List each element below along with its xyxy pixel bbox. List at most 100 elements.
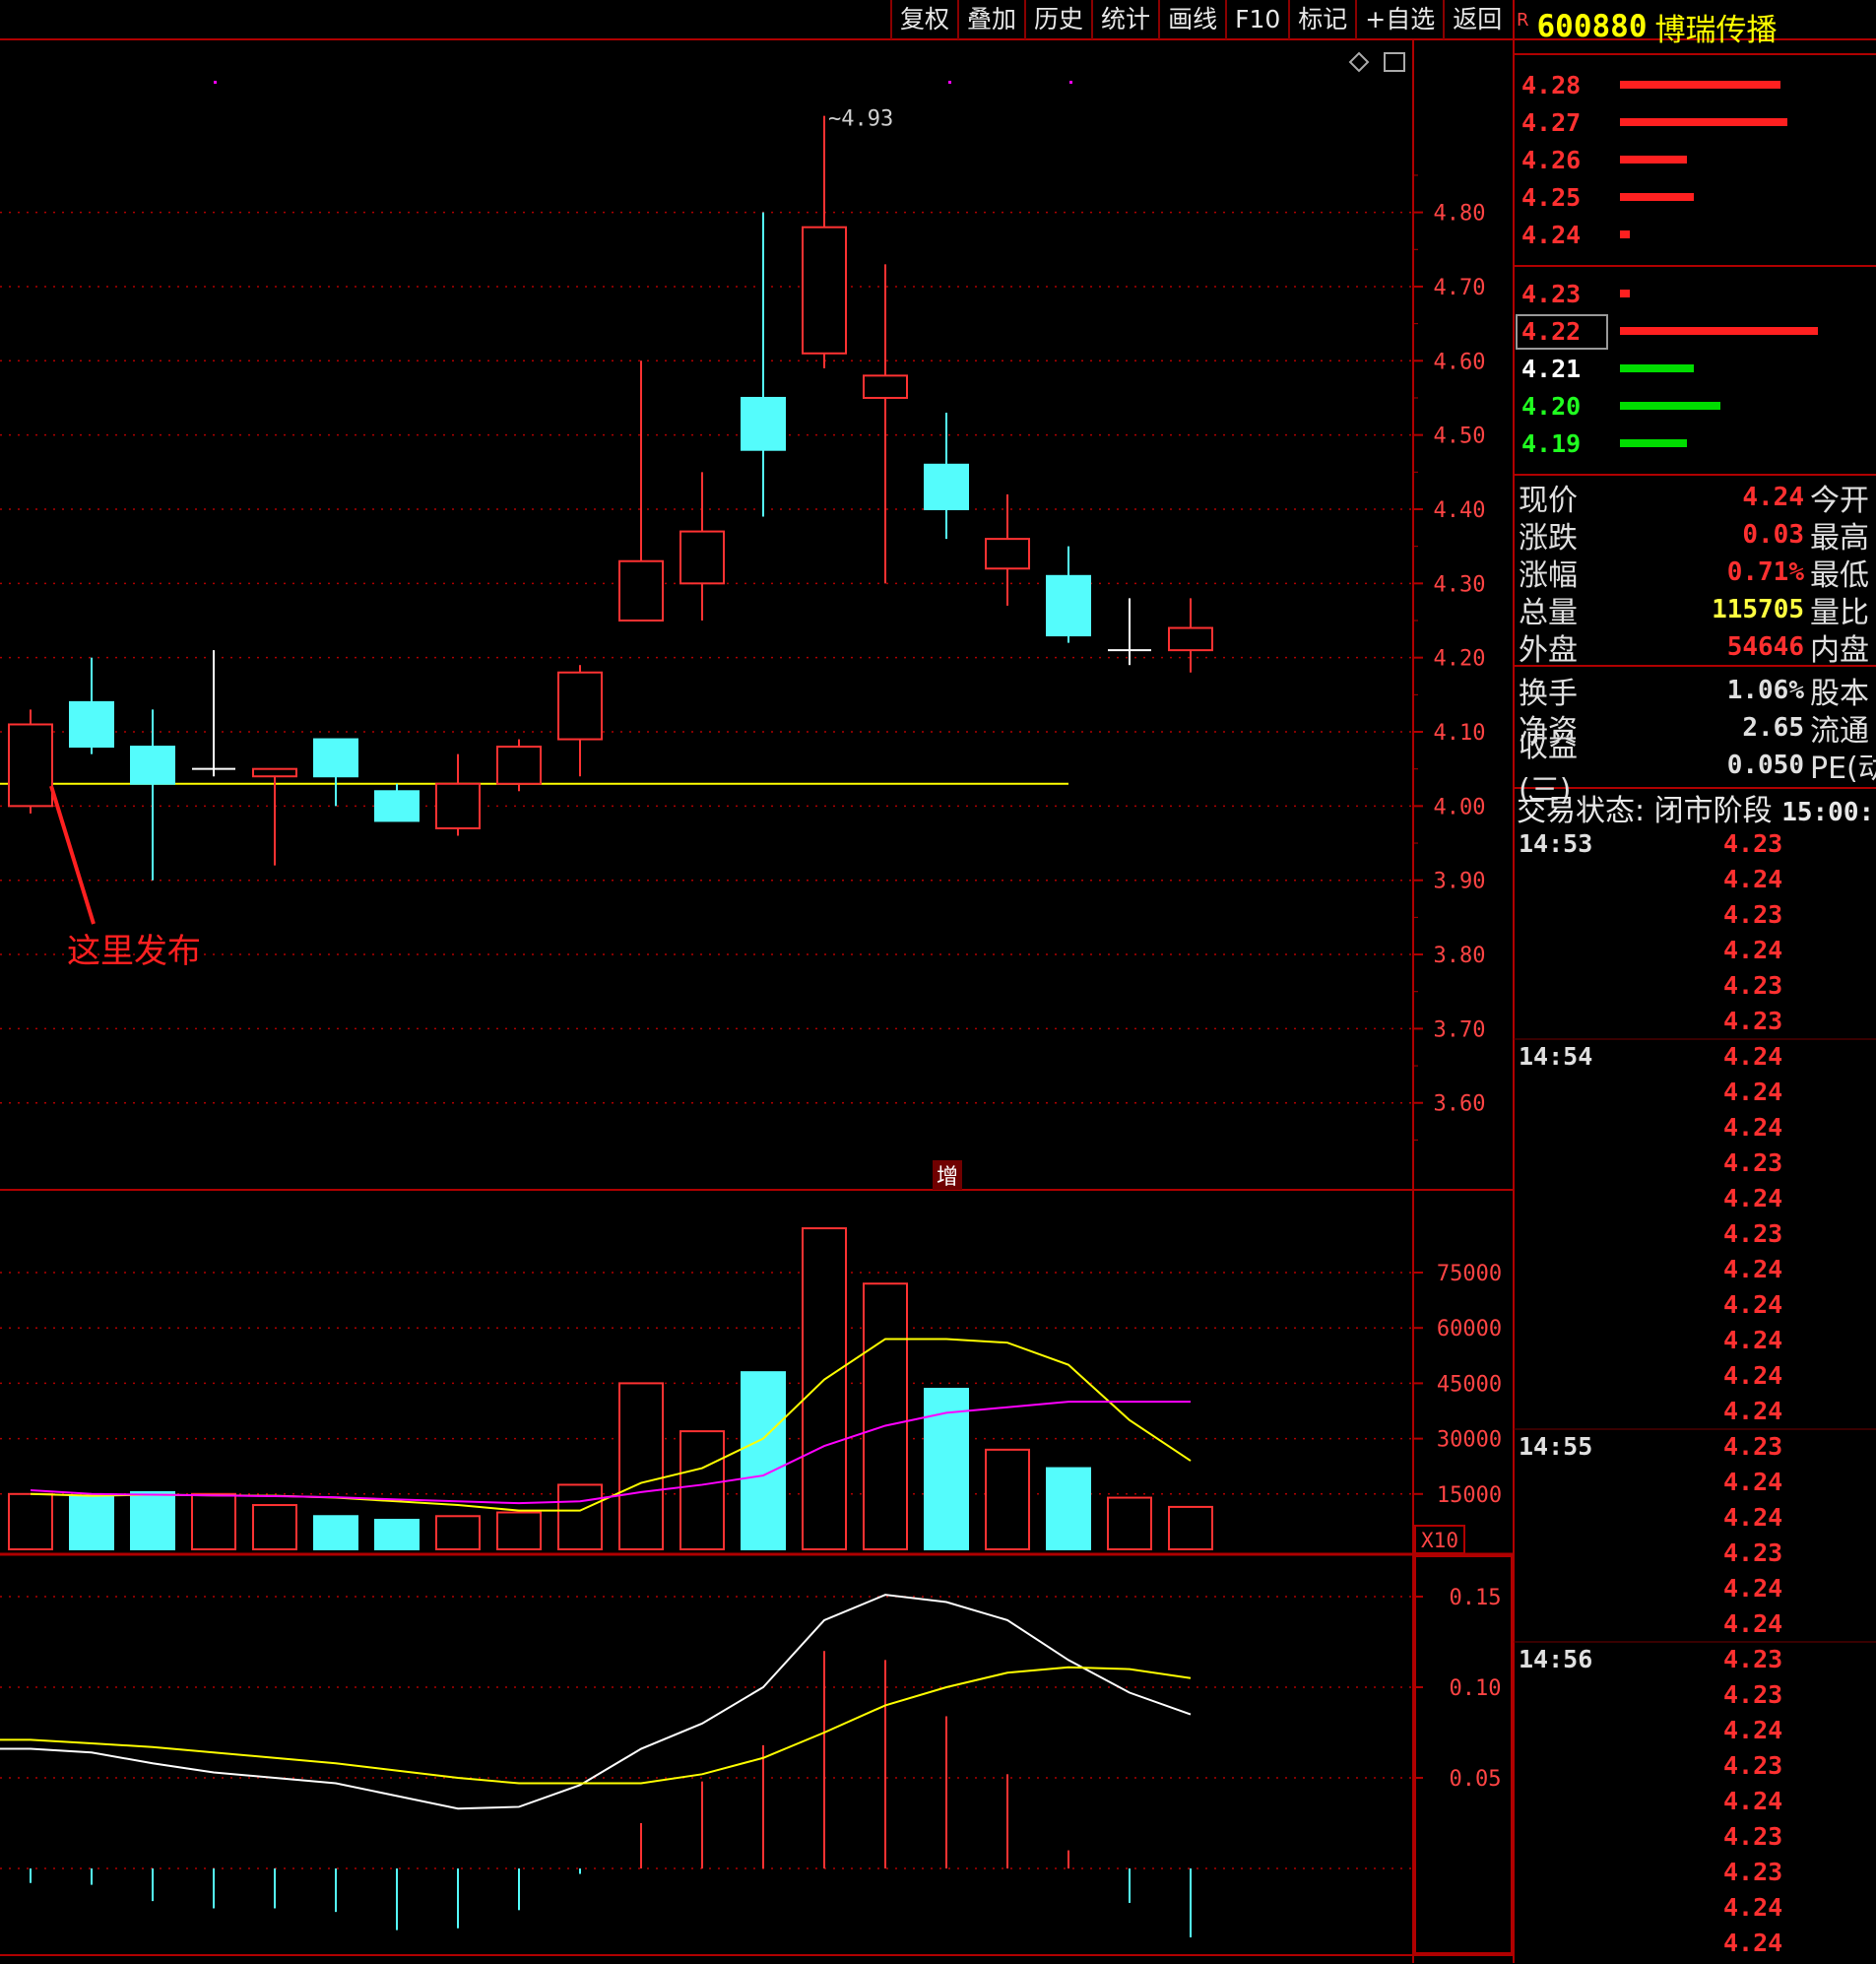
candle xyxy=(863,264,908,584)
volume-panel: 75000 60000 45000 30000 15000 X10 xyxy=(0,1227,1502,1554)
tick-price: 4.23 xyxy=(1723,900,1783,929)
tick-price: 4.24 xyxy=(1723,1716,1783,1744)
bid-row[interactable]: 4.23 xyxy=(1521,276,1631,311)
tick-price: 4.24 xyxy=(1723,1468,1783,1496)
toolbar-button[interactable]: +自选 xyxy=(1355,0,1443,39)
quote-value: 0.71% xyxy=(1726,557,1804,587)
tick-row: 4.24 xyxy=(1519,1929,1873,1964)
bid-row[interactable]: 4.21 xyxy=(1521,351,1694,386)
volume-tick-label: 75000 xyxy=(1437,1262,1502,1286)
tick-price: 4.24 xyxy=(1723,1574,1783,1603)
high-price-marker: ~4.93 xyxy=(828,107,893,132)
price-tick-label: 3.80 xyxy=(1434,944,1486,968)
tick-row: 4.23 xyxy=(1519,1858,1873,1893)
ask-row[interactable]: 4.25 xyxy=(1521,179,1694,215)
candle-body xyxy=(313,738,358,778)
tick-price: 4.24 xyxy=(1723,1893,1783,1922)
volume-tick-label: 15000 xyxy=(1437,1483,1502,1508)
candle xyxy=(69,657,114,754)
volume-bar xyxy=(679,1430,725,1551)
volume-bar xyxy=(374,1519,420,1550)
price-tick-label: 3.70 xyxy=(1434,1017,1486,1042)
bid-volume-bar xyxy=(1620,364,1694,372)
candle xyxy=(313,738,358,807)
event-dot xyxy=(214,81,217,84)
tick-price: 4.23 xyxy=(1723,1219,1783,1248)
quote-row: 涨跌 0.03 最高 xyxy=(1519,516,1869,556)
ask-volume-bar xyxy=(1620,230,1631,238)
toolbar-button[interactable]: 返回 xyxy=(1443,0,1510,39)
bid-row[interactable]: 4.20 xyxy=(1521,388,1720,424)
indicator-panel: 0.15 0.10 0.05 xyxy=(0,1586,1501,1937)
ask-row[interactable]: 4.24 xyxy=(1521,217,1631,252)
tick-time: 14:54 xyxy=(1519,1042,1593,1071)
tick-row: 4.24 xyxy=(1519,1113,1873,1148)
volume-label-badge xyxy=(933,1160,962,1190)
tick-row: 4.24 xyxy=(1519,1361,1873,1397)
tick-price: 4.24 xyxy=(1723,1184,1783,1212)
tick-row: 4.24 xyxy=(1519,1397,1873,1432)
quote-row: 现价 4.24 今开 xyxy=(1519,479,1869,518)
bid-price: 4.22 xyxy=(1521,316,1582,346)
tick-price: 4.23 xyxy=(1723,1432,1783,1461)
candle-body xyxy=(985,538,1030,570)
toolbar-button[interactable]: F10 xyxy=(1225,0,1288,39)
indicator-tick-label: 0.10 xyxy=(1450,1676,1502,1701)
tick-price: 4.24 xyxy=(1723,1290,1783,1319)
toolbar-button[interactable]: 统计 xyxy=(1091,0,1158,39)
quote-value: 4.24 xyxy=(1742,483,1804,512)
tick-price: 4.23 xyxy=(1723,1007,1783,1035)
tick-row: 4.23 xyxy=(1519,900,1873,936)
volume-bar xyxy=(1046,1467,1091,1551)
quote-row: 换手 1.06% 股本 xyxy=(1519,672,1869,711)
bid-row[interactable]: 4.22 xyxy=(1521,313,1818,349)
candle-body xyxy=(557,671,603,741)
tick-price: 4.23 xyxy=(1723,1538,1783,1567)
candle-body xyxy=(863,374,908,399)
tick-price: 4.23 xyxy=(1723,1751,1783,1780)
tick-price: 4.23 xyxy=(1723,1858,1783,1886)
toolbar-button[interactable]: 复权 xyxy=(890,0,957,39)
quote-value: 0.050 xyxy=(1726,751,1804,780)
ask-row[interactable]: 4.26 xyxy=(1521,142,1687,177)
indicator-tick-label: 0.05 xyxy=(1450,1767,1502,1792)
volume-bar xyxy=(191,1492,236,1551)
indicator-line-white xyxy=(0,1594,1192,1810)
quote-label: 外盘 xyxy=(1519,633,1578,668)
price-axis: 4.80 4.70 4.60 4.50 4.40 4.30 4.20 4.10 4.00 3.90… xyxy=(1413,174,1486,1141)
volume-bar xyxy=(557,1483,603,1551)
candle-body xyxy=(1168,626,1213,652)
volume-bar xyxy=(1107,1496,1152,1550)
trade-status-label: 交易状态: 闭市阶段 xyxy=(1517,794,1773,828)
toolbar-button[interactable]: 历史 xyxy=(1024,0,1091,39)
candle xyxy=(496,739,542,792)
price-tick-label: 4.40 xyxy=(1434,498,1486,523)
toolbar-button[interactable]: 标记 xyxy=(1288,0,1355,39)
volume-bar xyxy=(618,1382,664,1551)
tick-row: 4.23 xyxy=(1519,1148,1873,1184)
volume-ma-magenta xyxy=(30,1401,1191,1505)
quote-row: 外盘 54646 内盘 xyxy=(1519,628,1869,668)
candle-body xyxy=(618,559,664,622)
quote-label-secondary: 股本 xyxy=(1810,677,1869,711)
bid-volume-bar xyxy=(1620,402,1720,410)
toolbar-button[interactable]: 叠加 xyxy=(957,0,1024,39)
quote-label-secondary: 流通 xyxy=(1810,714,1869,749)
toolbar-button[interactable]: 画线 xyxy=(1158,0,1225,39)
ask-row[interactable]: 4.27 xyxy=(1521,104,1787,140)
bid-row[interactable]: 4.19 xyxy=(1521,426,1687,461)
quote-value: 2.65 xyxy=(1742,713,1804,743)
volume-unit-label: X10 xyxy=(1421,1529,1458,1552)
quote-label: 收益(三) xyxy=(1519,730,1578,808)
quote-value: 115705 xyxy=(1712,595,1804,624)
tick-row: 4.24 xyxy=(1519,1255,1873,1290)
tick-row: 4.24 xyxy=(1519,1787,1873,1822)
tick-row: 14:56 4.23 xyxy=(1519,1645,1873,1680)
ask-row[interactable]: 4.28 xyxy=(1521,67,1781,102)
tick-time: 14:53 xyxy=(1519,829,1593,858)
candle-body xyxy=(679,530,725,585)
tick-price: 4.24 xyxy=(1723,1042,1783,1071)
tick-row: 4.24 xyxy=(1519,1574,1873,1609)
tick-row: 4.23 xyxy=(1519,1751,1873,1787)
